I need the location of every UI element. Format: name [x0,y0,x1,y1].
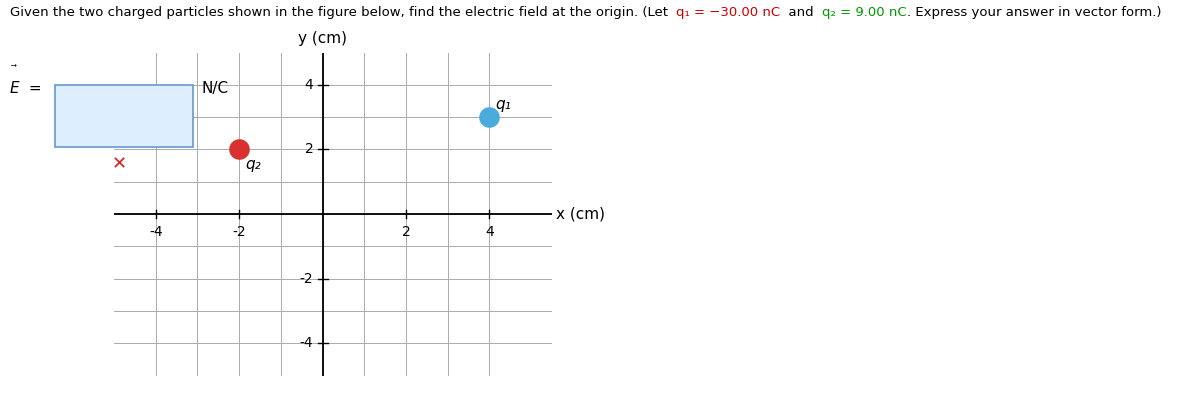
Text: -4: -4 [149,225,162,240]
Text: -2: -2 [233,225,246,240]
Text: y (cm): y (cm) [298,31,347,46]
Text: q₂: q₂ [245,157,262,172]
Text: x (cm): x (cm) [556,206,605,222]
Text: q₂ = 9.00 nC: q₂ = 9.00 nC [822,6,907,19]
Text: E: E [10,81,19,96]
Text: q₁: q₁ [496,97,511,112]
Text: 4: 4 [485,225,494,240]
Text: 4: 4 [305,78,313,92]
Text: Given the two charged particles shown in the figure below, find the electric fie: Given the two charged particles shown in… [10,6,676,19]
Text: . Express your answer in vector form.): . Express your answer in vector form.) [907,6,1162,19]
Text: 2: 2 [305,143,313,156]
Point [229,146,248,153]
Text: q₁ = −30.00 nC: q₁ = −30.00 nC [676,6,780,19]
Text: -2: -2 [300,272,313,286]
Text: -4: -4 [300,337,313,350]
Point [480,114,499,120]
Text: 2: 2 [402,225,410,240]
Text: and: and [780,6,822,19]
Text: =: = [24,81,42,96]
Text: N/C: N/C [202,81,229,96]
Text: ✕: ✕ [112,156,127,174]
